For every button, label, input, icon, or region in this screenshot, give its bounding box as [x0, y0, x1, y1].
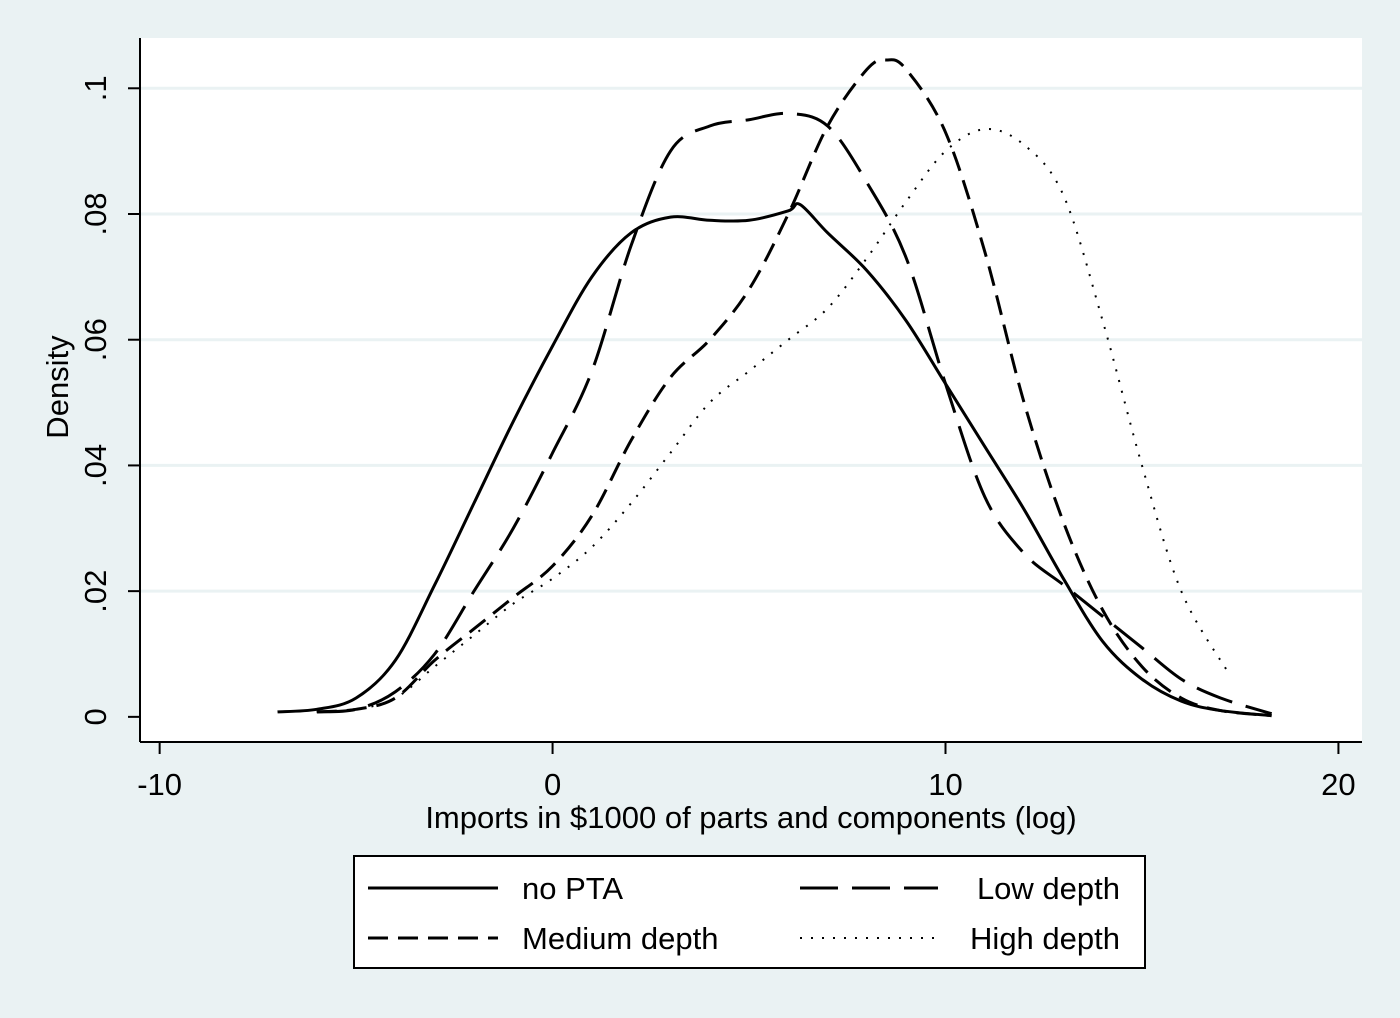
x-tick-label: 0 — [544, 767, 561, 802]
gridlines — [140, 86, 1362, 593]
y-tick-label: .08 — [78, 192, 113, 235]
series-line-low-depth — [316, 111, 1273, 716]
x-tick-label: -10 — [137, 767, 182, 802]
x-tick-label: 20 — [1321, 767, 1355, 802]
legend-label: no PTA — [522, 871, 623, 906]
y-tick-label: .1 — [78, 75, 113, 101]
legend: no PTA Low depth Medium depth High depth — [353, 855, 1146, 969]
x-tick-label: 10 — [928, 767, 962, 802]
y-tick-label: 0 — [78, 708, 113, 725]
series-lines — [277, 58, 1273, 718]
legend-box — [353, 855, 1146, 969]
y-axis-label: Density — [40, 335, 75, 439]
legend-label: High depth — [970, 921, 1120, 956]
legend-label: Medium depth — [522, 921, 718, 956]
plot-area — [140, 38, 1362, 742]
y-tick-label: .02 — [78, 570, 113, 613]
y-tick-label: .06 — [78, 318, 113, 361]
x-axis-label: Imports in $1000 of parts and components… — [425, 800, 1076, 835]
series-line-medium-depth — [316, 58, 1272, 718]
y-tick-label: .04 — [78, 444, 113, 487]
x-axis-ticks: -10 0 10 20 — [137, 742, 1356, 802]
legend-label: Low depth — [977, 871, 1120, 906]
y-axis-ticks: 0 .02 .04 .06 .08 .1 — [78, 75, 140, 725]
series-line-no-pta — [277, 202, 1272, 718]
